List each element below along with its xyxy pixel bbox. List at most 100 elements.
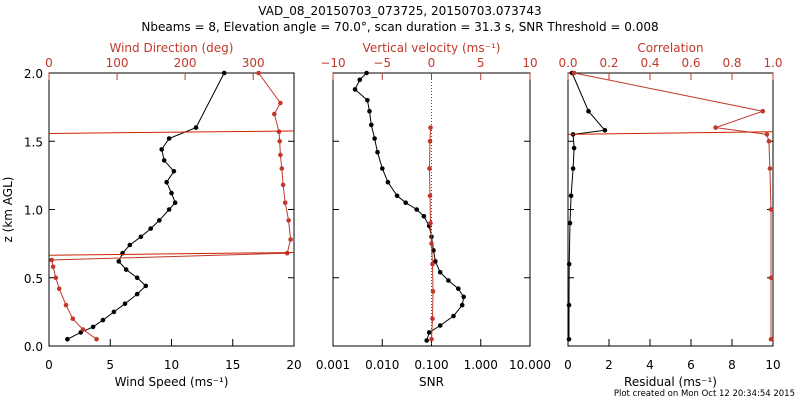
residual-data-point	[568, 193, 574, 199]
wind-data-point	[279, 166, 285, 171]
wind-data-point	[256, 70, 261, 76]
xtick-label-top: 1.0	[763, 56, 782, 70]
residual-data-point	[768, 207, 774, 212]
plot-created-footer: Plot created on Mon Oct 12 20:34:54 2015	[614, 389, 795, 399]
wind-data-point	[288, 237, 293, 242]
wind-transition-line	[48, 251, 295, 256]
x-axis-title-top: Vertical velocity (ms⁻¹)	[363, 41, 501, 55]
wind-data-point	[122, 301, 128, 307]
wind-data-point	[171, 169, 177, 174]
xtick-label-bottom: 6	[687, 358, 695, 372]
xtick-label-bottom: 10	[765, 358, 780, 372]
x-axis-title-top: Correlation	[637, 41, 703, 55]
snr-data-point	[352, 87, 358, 92]
wind-data-point	[56, 286, 62, 292]
xtick-label-bottom: 1.000	[464, 358, 498, 372]
wind-data-point	[80, 327, 86, 332]
wind-data-point	[169, 190, 174, 196]
residual-data-point	[566, 261, 572, 267]
xtick-label-top: −10	[320, 56, 345, 70]
wind-data-point	[166, 136, 172, 141]
snr-data-point	[427, 166, 432, 171]
wind-data-point	[278, 100, 283, 106]
wind-data-point	[134, 291, 140, 297]
wind-data-point	[272, 111, 277, 117]
xtick-label-top: 0.2	[599, 56, 618, 70]
snr-data-point	[459, 302, 465, 308]
wind-data-point	[53, 275, 59, 281]
snr-data-point	[365, 98, 370, 103]
snr-data-point	[446, 278, 451, 283]
wind-data-point	[49, 257, 54, 263]
wind-data-point	[138, 234, 144, 240]
residual-data-point	[764, 132, 770, 137]
snr-data-point	[357, 77, 363, 83]
x-axis-title-bottom: Residual (ms⁻¹)	[624, 375, 717, 389]
wind-data-point	[280, 182, 286, 188]
xtick-label-bottom: 0.100	[414, 358, 448, 372]
residual-data-point	[602, 128, 608, 133]
ytick-label: 2.0	[24, 67, 43, 81]
xtick-label-top: 0.8	[722, 56, 741, 70]
x-axis-title-bottom: SNR	[419, 375, 444, 389]
wind-data-point	[159, 147, 164, 152]
snr-data-point	[428, 125, 433, 130]
x-axis-title-top: Wind Direction (deg)	[110, 41, 234, 55]
snr-data-point	[430, 261, 435, 267]
snr-data-point	[433, 259, 438, 264]
snr-data-point	[421, 214, 427, 219]
xtick-label-bottom: 20	[286, 358, 301, 372]
wind-data-point	[143, 283, 149, 289]
wind-data-point	[157, 218, 162, 223]
snr-data-point	[375, 149, 380, 155]
residual-data-point	[570, 166, 576, 171]
xtick-label-bottom: 10	[164, 358, 179, 372]
residual-data-point	[566, 302, 572, 308]
wind-data-point	[65, 336, 70, 342]
residual-data-point	[567, 220, 573, 226]
snr-data-point	[456, 286, 461, 292]
snr-series-line	[428, 127, 434, 340]
wind-data-point	[284, 250, 290, 256]
wind-data-point	[164, 179, 169, 185]
wind-data-point	[278, 152, 283, 158]
residual-data-point	[566, 336, 572, 342]
snr-data-point	[437, 323, 443, 328]
snr-data-point	[427, 193, 433, 199]
ytick-label: 1.0	[24, 204, 43, 218]
wind-data-point	[276, 129, 282, 134]
residual-panel: 0 2 4 6 8 10 Residual (ms⁻¹) 0.0 0.2 0.4 0.6 0.8 1.0…	[558, 41, 782, 389]
snr-data-point	[369, 122, 374, 128]
snr-data-point	[426, 330, 432, 335]
snr-data-point	[437, 270, 443, 275]
xtick-label-top: 0	[428, 56, 436, 70]
residual-data-point	[586, 108, 591, 114]
residual-data-point	[768, 275, 774, 281]
residual-data-point	[571, 70, 577, 76]
xtick-label-top: 5	[477, 56, 485, 70]
xtick-label-bottom: 0.010	[365, 358, 399, 372]
wind-data-point	[94, 336, 99, 342]
wind-data-point	[148, 226, 153, 231]
residual-data-point	[768, 336, 774, 342]
figure-title-line1: VAD_08_20150703_073725, 20150703.073743	[258, 4, 541, 18]
xtick-label-top: 100	[106, 56, 129, 70]
residual-data-point	[713, 125, 718, 130]
xtick-label-top: 0.4	[640, 56, 659, 70]
xtick-label-bottom: 8	[728, 358, 736, 372]
wind-data-point	[172, 200, 178, 205]
figure-title-line2: Nbeams = 8, Elevation angle = 70.0°, sca…	[141, 20, 658, 34]
xtick-label-top: 10	[522, 56, 537, 70]
snr-data-point	[461, 294, 467, 300]
xtick-label-bottom: 2	[605, 358, 613, 372]
snr-data-point	[394, 193, 400, 199]
wind-data-point	[90, 324, 96, 330]
xtick-label-bottom: 0	[45, 358, 53, 372]
residual-data-point	[760, 108, 766, 114]
wind-transition-line	[48, 130, 295, 134]
residual-transition-line	[567, 131, 774, 135]
wind-data-point	[123, 267, 129, 272]
